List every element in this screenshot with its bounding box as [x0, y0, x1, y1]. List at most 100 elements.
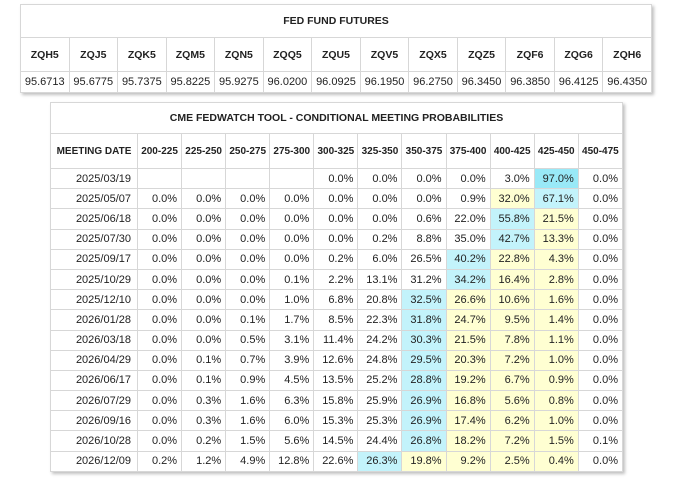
probability-cell: 3.1%	[269, 329, 315, 351]
probability-cell: 6.3%	[269, 390, 315, 412]
probability-cell: 2.8%	[533, 268, 579, 291]
probability-cell: 20.3%	[445, 349, 491, 371]
probability-cell: 6.0%	[269, 410, 315, 432]
probability-cell: 0.0%	[577, 349, 624, 371]
probability-cell: 1.0%	[533, 349, 579, 371]
meeting-row: 2026/10/28 0.0% 0.2% 1.5% 5.6% 14.5% 24.4% 26.8…	[50, 430, 624, 452]
futures-contract-code: ZQH6	[602, 37, 652, 72]
probability-cell: 0.8%	[533, 390, 579, 412]
meeting-row: 2025/07/30 0.0% 0.0% 0.0% 0.0% 0.0% 0.2% 8.8% 35…	[50, 228, 624, 250]
probability-cell: 5.6%	[489, 390, 535, 412]
rate-range-header: 250-275	[225, 133, 271, 169]
probability-cell: 0.0%	[225, 188, 271, 210]
probability-cell: 0.1%	[269, 268, 315, 291]
probability-cell: 0.0%	[136, 188, 183, 210]
probability-cell: 0.9%	[533, 369, 579, 392]
futures-contract-code: ZQJ5	[68, 37, 119, 72]
probability-cell: 14.5%	[313, 430, 359, 452]
probability-cell: 8.5%	[313, 309, 359, 331]
probability-cell	[136, 167, 183, 190]
probability-cell: 4.9%	[225, 450, 271, 472]
probability-cell	[269, 167, 315, 190]
probability-cell: 0.0%	[269, 188, 315, 210]
probability-cell: 31.2%	[401, 268, 447, 291]
meeting-date: 2026/10/28	[50, 430, 138, 452]
rate-range-header: 300-325	[313, 133, 359, 169]
probability-cell: 0.0%	[577, 309, 624, 331]
probability-cell: 0.0%	[136, 390, 183, 412]
probability-cell: 0.0%	[181, 248, 227, 270]
probability-cell: 15.3%	[313, 410, 359, 432]
probability-cell: 0.0%	[313, 208, 359, 230]
meeting-row: 2025/05/07 0.0% 0.0% 0.0% 0.0% 0.0% 0.0% 0.0% 0.…	[50, 188, 624, 210]
probability-cell: 0.2%	[357, 228, 403, 250]
probability-cell: 0.0%	[313, 188, 359, 210]
probability-cell: 0.1%	[225, 309, 271, 331]
probability-cell: 6.0%	[357, 248, 403, 270]
probability-cell: 22.6%	[313, 450, 359, 472]
meeting-date: 2025/10/29	[50, 268, 138, 291]
probability-cell: 16.4%	[489, 268, 535, 291]
rate-range-header: 450-475	[577, 133, 624, 169]
probability-cell: 0.3%	[181, 410, 227, 432]
meeting-row: 2026/09/16 0.0% 0.3% 1.6% 6.0% 15.3% 25.3% 26.9…	[50, 410, 624, 432]
rate-range-header: 200-225	[136, 133, 183, 169]
meeting-date: 2026/04/29	[50, 349, 138, 371]
meeting-row: 2025/09/17 0.0% 0.0% 0.0% 0.0% 0.2% 6.0% 26.5% 4…	[50, 248, 624, 270]
probability-cell: 21.5%	[445, 329, 491, 351]
probability-cell: 0.0%	[225, 228, 271, 250]
meeting-row: 2026/04/29 0.0% 0.1% 0.7% 3.9% 12.6% 24.8% 29.5…	[50, 349, 624, 371]
probability-cell: 0.0%	[181, 329, 227, 351]
probability-cell: 0.0%	[136, 410, 183, 432]
probability-cell: 24.2%	[357, 329, 403, 351]
probability-cell: 0.0%	[136, 268, 183, 291]
probability-cell: 2.5%	[489, 450, 535, 472]
futures-contract-price: 96.0200	[262, 71, 313, 93]
probability-cell: 34.2%	[445, 268, 491, 291]
probability-cell: 1.4%	[533, 309, 579, 331]
fed-fund-futures-table: FED FUND FUTURES ZQH5 ZQJ5 ZQK5 ZQM5 ZQN5 ZQQ…	[20, 4, 652, 93]
meeting-row: 2025/06/18 0.0% 0.0% 0.0% 0.0% 0.0% 0.0% 0.6% 22…	[50, 208, 624, 230]
probability-cell: 42.7%	[489, 228, 535, 250]
futures-contract-code: ZQX5	[408, 37, 458, 72]
probability-cell: 0.0%	[577, 228, 624, 250]
probability-cell: 0.0%	[577, 248, 624, 270]
probability-cell: 15.8%	[313, 390, 359, 412]
probability-cell: 9.5%	[489, 309, 535, 331]
rate-range-header: 375-400	[445, 133, 491, 169]
futures-contract-code: ZQU5	[311, 37, 361, 72]
futures-contract-price: 95.8225	[165, 71, 216, 93]
probability-cell: 25.3%	[357, 410, 403, 432]
probability-cell: 0.0%	[577, 410, 624, 432]
probability-cell: 0.0%	[181, 188, 227, 210]
probability-cell: 22.3%	[357, 309, 403, 331]
futures-contract-code: ZQN5	[214, 37, 264, 72]
probability-cell: 0.7%	[225, 349, 271, 371]
probability-cell: 0.0%	[181, 289, 227, 311]
fedwatch-probabilities-table: CME FEDWATCH TOOL - CONDITIONAL MEETING …	[50, 102, 624, 472]
probability-cell: 22.0%	[445, 208, 491, 230]
probability-cell: 26.6%	[445, 289, 491, 311]
rate-range-header: 400-425	[489, 133, 535, 169]
meeting-date: 2025/06/18	[50, 208, 138, 230]
probability-cell: 13.5%	[313, 369, 359, 392]
futures-code-row: ZQH5 ZQJ5 ZQK5 ZQM5 ZQN5 ZQQ5 ZQU5 ZQV5 ZQX5 ZQZ5…	[20, 37, 652, 72]
meeting-date: 2026/01/28	[50, 309, 138, 331]
futures-price-row: 95.6713 95.6775 95.7375 95.8225 95.9275 96.02…	[20, 71, 652, 93]
meeting-date: 2026/06/17	[50, 369, 138, 392]
meeting-date: 2025/09/17	[50, 248, 138, 270]
probability-cell: 11.4%	[313, 329, 359, 351]
futures-contract-code: ZQG6	[553, 37, 604, 72]
probability-cell: 0.9%	[445, 188, 491, 210]
futures-contract-price: 96.1950	[359, 71, 410, 93]
probability-cell: 12.8%	[269, 450, 315, 472]
probability-cell: 1.6%	[225, 390, 271, 412]
probability-cell: 1.1%	[533, 329, 579, 351]
rate-range-header-row: MEETING DATE 200-225 225-250 250-275 275-30…	[50, 133, 624, 169]
probability-cell: 0.0%	[136, 248, 183, 270]
probability-cell: 0.4%	[533, 450, 579, 472]
probability-cell: 8.8%	[401, 228, 447, 250]
meeting-date-header: MEETING DATE	[50, 133, 138, 169]
probability-cell: 1.6%	[225, 410, 271, 432]
probability-cell: 0.1%	[577, 430, 624, 452]
